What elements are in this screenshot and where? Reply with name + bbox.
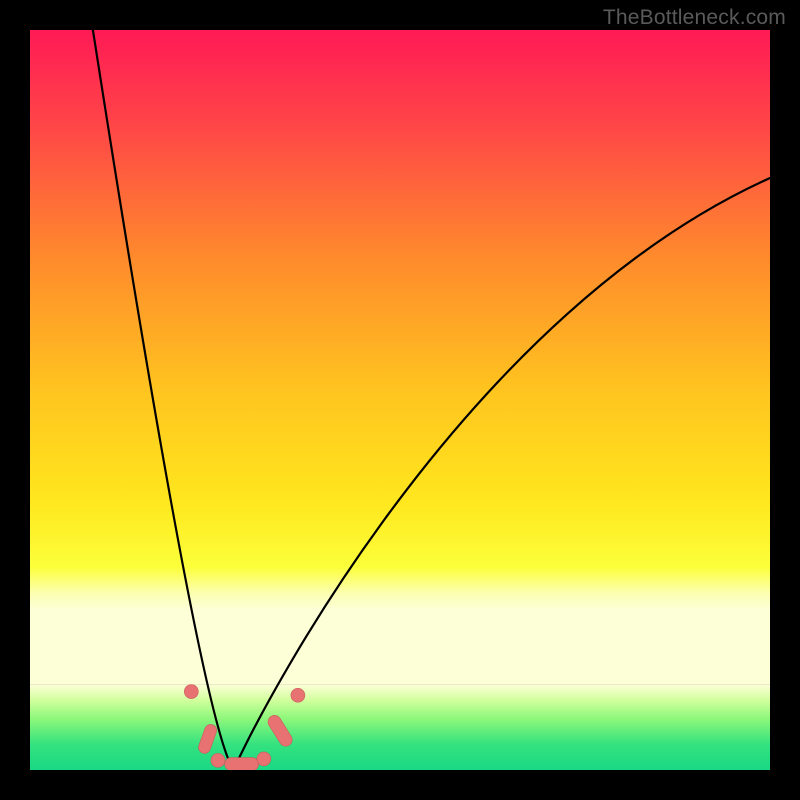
curve-marker: [266, 713, 295, 749]
curve-marker: [291, 688, 305, 702]
curve-marker: [197, 723, 219, 755]
curve-marker: [211, 753, 225, 767]
curve-marker: [225, 758, 259, 770]
curve-marker: [184, 685, 198, 699]
watermark-text: TheBottleneck.com: [603, 6, 786, 30]
curve-marker: [257, 752, 271, 766]
plot-area: [30, 30, 770, 770]
bottleneck-curve-layer: [30, 30, 770, 770]
bottleneck-curve: [93, 30, 770, 770]
curve-markers: [184, 685, 305, 770]
chart-frame: TheBottleneck.com: [0, 0, 800, 800]
